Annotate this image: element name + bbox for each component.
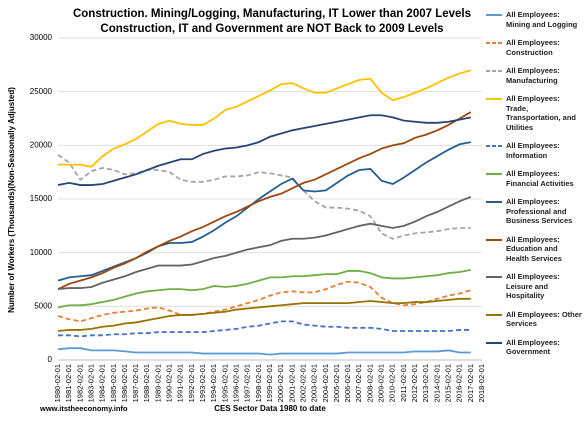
legend-swatch: [486, 70, 502, 72]
x-tick-label: 2013-02-01: [421, 364, 430, 402]
chart-title: Construction. Mining/Logging, Manufactur…: [73, 8, 471, 20]
legend-swatch: [486, 201, 502, 203]
x-tick-label: 1987-02-01: [131, 364, 140, 402]
x-tick-label: 2011-02-01: [399, 364, 408, 402]
legend-item: All Employees: Construction: [486, 38, 582, 57]
x-tick-label: 1989-02-01: [153, 364, 162, 402]
y-tick-label: 10000: [30, 248, 53, 257]
legend-item: All Employees: Education and Health Serv…: [486, 235, 582, 264]
legend-item: All Employees: Trade, Transportation, an…: [486, 94, 582, 132]
series-line: [57, 196, 472, 291]
legend-label: All Employees: Trade, Transportation, an…: [506, 94, 577, 132]
x-tick-label: 2015-02-01: [444, 364, 453, 402]
x-tick-label: 2006-02-01: [343, 364, 352, 402]
x-tick-label: 1983-02-01: [86, 364, 95, 402]
legend-item: All Employees: Financial Activities: [486, 169, 582, 188]
legend-swatch: [486, 313, 502, 316]
x-tick-label: 2010-02-01: [388, 364, 397, 402]
legend-swatch: [486, 42, 502, 44]
x-tick-label: 1994-02-01: [209, 364, 218, 402]
x-tick-label: 2012-02-01: [410, 364, 419, 402]
series-line: [57, 154, 471, 240]
x-tick-label: 1988-02-01: [142, 364, 151, 402]
legend-label: All Employees: Other Services: [506, 309, 582, 329]
x-tick-label: 2008-02-01: [365, 364, 374, 402]
x-tick-label: 2003-02-01: [310, 364, 319, 402]
legend-item: All Employees: Government: [486, 338, 582, 357]
legend-label: All Employees: Government: [506, 337, 560, 357]
x-tick-label: 1981-02-01: [64, 364, 73, 402]
x-tick-label: 1991-02-01: [176, 364, 185, 402]
legend-swatch: [486, 341, 502, 344]
series-line: [57, 280, 472, 323]
y-tick-label: 15000: [30, 194, 53, 203]
y-tick-label: 0: [48, 355, 53, 364]
legend-item: All Employees: Information: [486, 141, 582, 160]
x-tick-label: 2004-02-01: [321, 364, 330, 402]
y-tick-label: 20000: [30, 140, 53, 149]
x-tick-label: 2016-02-01: [455, 364, 464, 402]
legend-label: All Employees: Information: [506, 141, 560, 160]
legend-item: All Employees: Mining and Logging: [486, 10, 582, 29]
y-tick-label: 5000: [34, 301, 52, 310]
series-line: [58, 69, 472, 168]
x-tick-label: 1999-02-01: [265, 364, 274, 402]
x-tick-label: 1993-02-01: [198, 364, 207, 402]
legend-item: All Employees: Leisure and Hospitality: [486, 272, 582, 301]
x-tick-label: 2005-02-01: [332, 364, 341, 402]
x-tick-label: 1986-02-01: [120, 364, 129, 402]
x-tick-label: 1982-02-01: [75, 364, 84, 402]
legend-label: All Employees: Education and Health Serv…: [506, 234, 562, 263]
y-axis-label: Number of Workers (Thousands)(Non-Season…: [7, 87, 16, 313]
legend-label: All Employees: Mining and Logging: [506, 10, 578, 29]
x-tick-label: 1995-02-01: [220, 364, 229, 402]
x-tick-label: 2000-02-01: [276, 364, 285, 402]
x-tick-label: 1992-02-01: [187, 364, 196, 402]
y-tick-label: 25000: [30, 87, 53, 96]
series-line: [57, 347, 471, 356]
legend-label: All Employees: Leisure and Hospitality: [506, 272, 560, 300]
legend-item: All Employees: Manufacturing: [486, 66, 582, 85]
legend-label: All Employees: Construction: [506, 38, 560, 57]
x-tick-label: 1990-02-01: [165, 364, 174, 402]
legend-swatch: [486, 98, 502, 100]
series-line: [57, 297, 471, 332]
legend-item: All Employees: Professional and Business…: [486, 197, 582, 226]
legend-swatch: [486, 238, 502, 241]
legend-swatch: [486, 145, 502, 147]
legend-label: All Employees: Professional and Business…: [506, 197, 573, 225]
x-tick-label: 2014-02-01: [432, 364, 441, 402]
x-tick-label: 2002-02-01: [298, 364, 307, 402]
series-line: [57, 141, 472, 282]
x-tick-label: 2017-02-01: [466, 364, 475, 402]
series-line: [57, 111, 472, 290]
y-tick-label: 30000: [30, 33, 53, 42]
legend: All Employees: Mining and Logging All Emp…: [486, 10, 582, 357]
x-tick-label: 1997-02-01: [243, 364, 252, 402]
legend-swatch: [486, 14, 502, 16]
x-tick-label: 2009-02-01: [377, 364, 386, 402]
legend-label: All Employees: Financial Activities: [506, 169, 574, 188]
series-line: [57, 268, 472, 309]
legend-swatch: [486, 276, 502, 278]
legend-swatch: [486, 173, 502, 175]
legend-item: All Employees: Other Services: [486, 310, 582, 329]
x-tick-label: 2018-02-01: [477, 364, 486, 402]
x-tick-label: 1998-02-01: [254, 364, 263, 402]
x-tick-label: 2007-02-01: [354, 364, 363, 402]
source: www.itstheeconomy.info: [39, 404, 128, 413]
x-tick-label: 1984-02-01: [98, 364, 107, 402]
chart-subtitle: Construction, IT and Government are NOT …: [100, 23, 443, 35]
x-tick-label: 1996-02-01: [232, 364, 241, 402]
x-tick-label: 2001-02-01: [287, 364, 296, 402]
x-tick-label: 1985-02-01: [109, 364, 118, 402]
x-axis-label: CES Sector Data 1980 to date: [214, 404, 326, 413]
legend-label: All Employees: Manufacturing: [506, 66, 560, 85]
x-tick-label: 1980-02-01: [53, 364, 62, 402]
series-line: [58, 320, 471, 338]
series-line: [57, 114, 472, 186]
